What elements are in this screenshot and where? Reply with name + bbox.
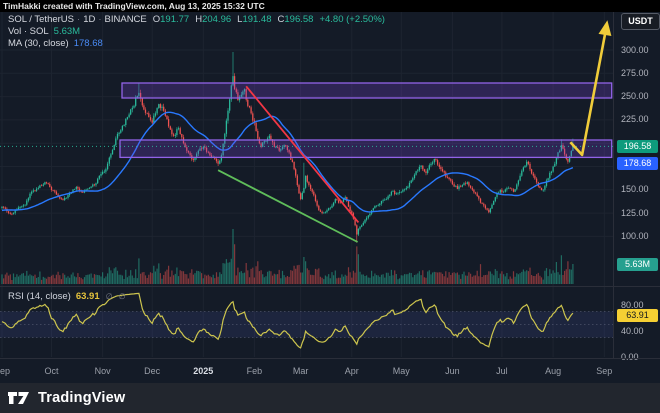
time-axis-label: May: [392, 366, 410, 376]
change-value: +4.80 (+2.50%): [319, 14, 385, 25]
ma-label: MA (30, close): [8, 38, 69, 49]
time-axis-label: 2025: [193, 366, 214, 376]
last-price-badge: 196.58: [617, 139, 658, 153]
currency-toggle-button[interactable]: USDT: [621, 13, 660, 30]
attribution-header: TimHakki created with TradingView.com, A…: [0, 0, 660, 12]
high-label: H: [195, 14, 203, 25]
price-scale-label: 275.00: [621, 67, 649, 78]
symbol-legend: SOL / TetherUS · 1D · BINANCE O191.77 H204.96 L…: [8, 14, 385, 50]
rsi-label: RSI (14, close): [8, 291, 71, 302]
exchange-label: BINANCE: [104, 14, 147, 25]
time-axis-label: Dec: [144, 366, 161, 376]
close-value: 196.58: [284, 14, 314, 25]
time-axis-label: Feb: [246, 366, 263, 376]
time-axis-label: Sep: [596, 366, 613, 376]
volume-legend-row[interactable]: Vol · SOL 5.63M: [8, 26, 385, 38]
volume-value: 5.63M: [53, 26, 81, 37]
open-label: O: [152, 14, 161, 25]
symbol-legend-row[interactable]: SOL / TetherUS · 1D · BINANCE O191.77 H204.96 L…: [8, 14, 385, 25]
price-scale-label: 125.00: [621, 207, 649, 218]
rsi-eye-icon[interactable]: ∅: [105, 292, 113, 301]
close-label: C: [277, 14, 285, 25]
low-value: 191.48: [242, 14, 272, 25]
price-scale-label: 250.00: [621, 91, 649, 102]
ma-value: 178.68: [73, 38, 103, 49]
rsi-scale-label: 40.00: [621, 325, 644, 336]
time-axis-label: Oct: [44, 366, 59, 376]
price-scale-label: 100.00: [621, 230, 649, 241]
price-scale-label: 150.00: [621, 184, 649, 195]
time-axis-label: Jun: [445, 366, 460, 376]
price-scale-label: 300.00: [621, 44, 649, 55]
symbol-title[interactable]: SOL / TetherUS: [8, 14, 75, 25]
open-value: 191.77: [160, 14, 190, 25]
tradingview-logo-icon[interactable]: [7, 389, 31, 407]
tradingview-wordmark[interactable]: TradingView: [38, 390, 126, 406]
low-label: L: [237, 14, 243, 25]
rsi-scale-label: 0.00: [621, 351, 639, 362]
ma-legend-row[interactable]: MA (30, close) 178.68: [8, 38, 385, 50]
rsi-value-badge: 63.91: [617, 308, 658, 322]
price-scale-label: 225.00: [621, 114, 649, 125]
time-axis-label: Nov: [94, 366, 111, 376]
time-axis-label: Jul: [496, 366, 508, 376]
high-value: 204.96: [202, 14, 232, 25]
time-axis-label: Apr: [344, 366, 359, 376]
rsi-settings-icon[interactable]: ∅: [118, 292, 126, 301]
time-axis-label: Aug: [545, 366, 562, 376]
rsi-scale-label: 80.00: [621, 299, 644, 310]
ma-value-badge: 178.68: [617, 156, 658, 170]
volume-label: Vol · SOL: [8, 26, 49, 37]
footer-bar: TradingView: [0, 383, 660, 413]
time-axis-label: Mar: [292, 366, 309, 376]
rsi-legend-row[interactable]: RSI (14, close) 63.91 ∅ ∅: [8, 291, 126, 302]
volume-value-badge: 5.63M: [617, 257, 658, 271]
rsi-value: 63.91: [75, 291, 100, 302]
time-axis-label: Sep: [0, 366, 10, 376]
interval-label[interactable]: 1D: [83, 14, 96, 25]
